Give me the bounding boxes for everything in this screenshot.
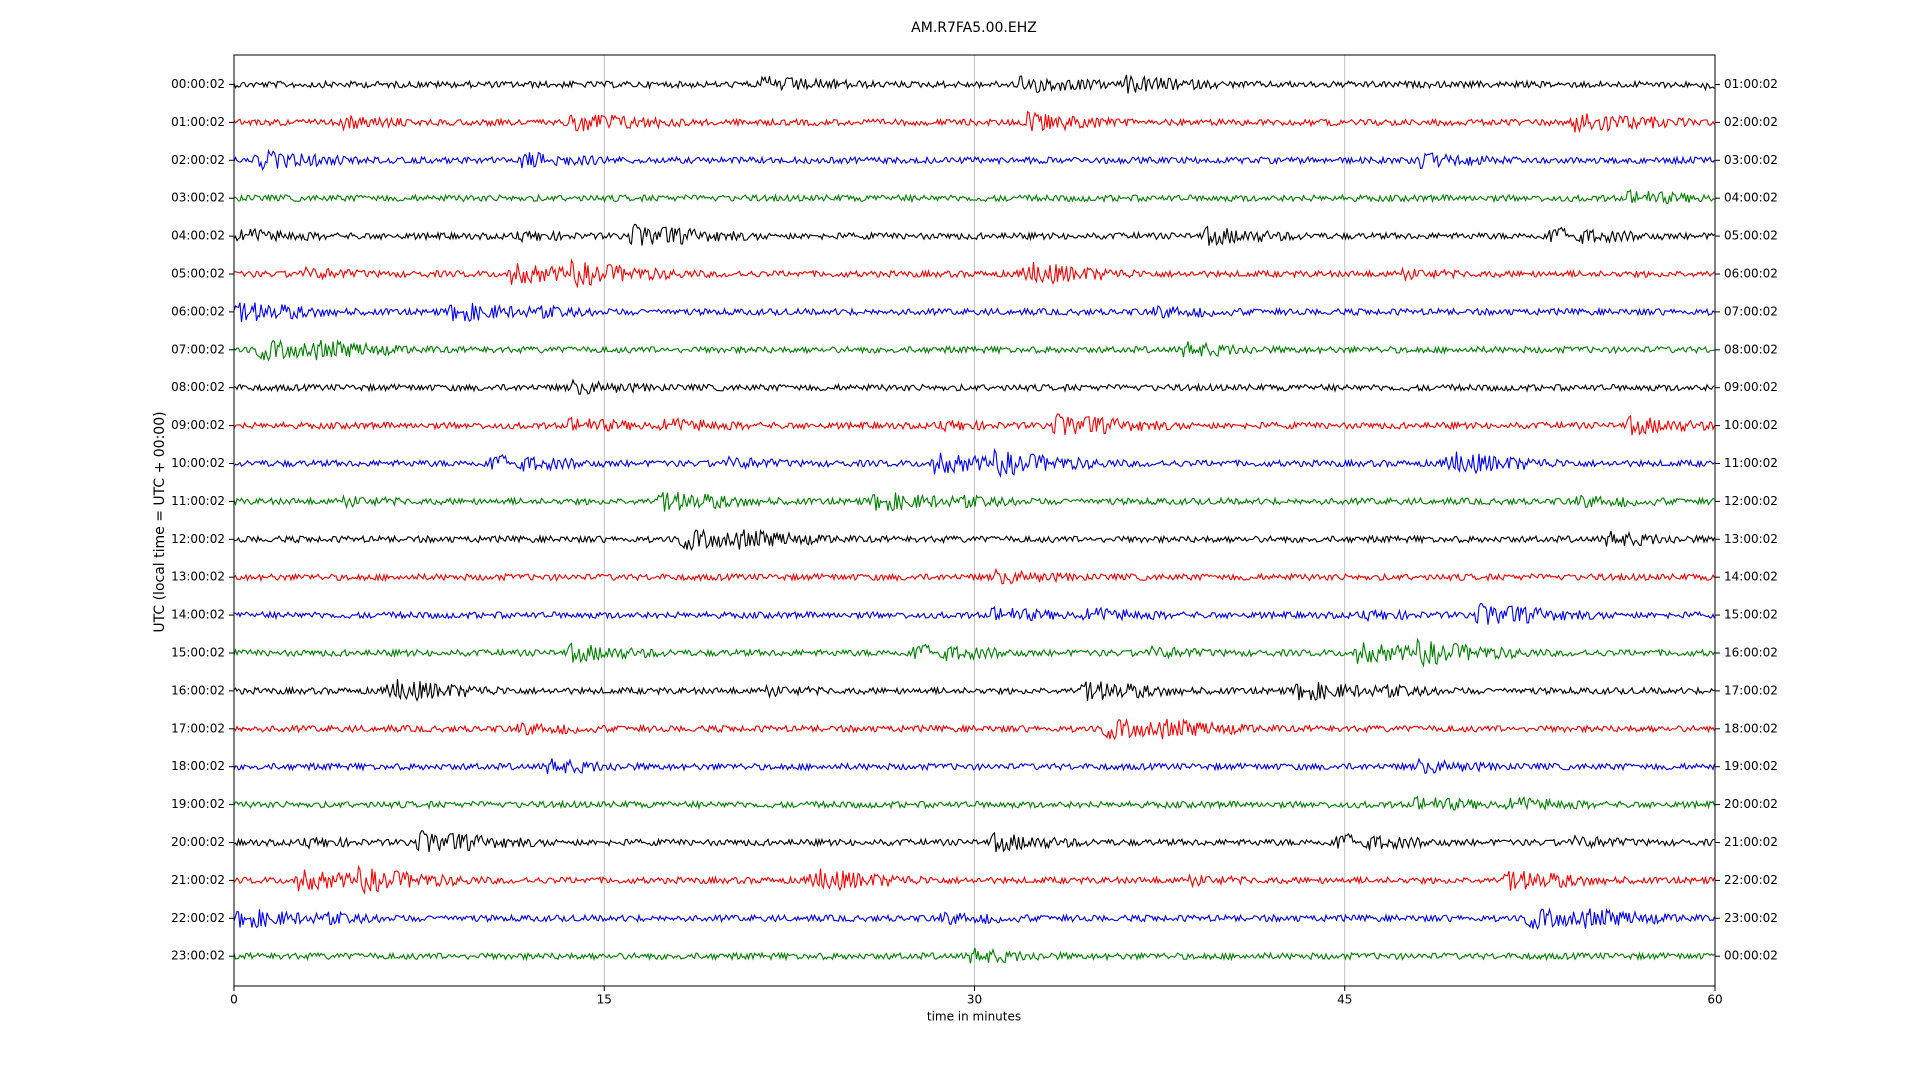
y2-tick-label: 04:00:02 <box>1724 191 1778 205</box>
x-tick-label: 45 <box>1337 993 1352 1007</box>
y2-tick-label: 19:00:02 <box>1724 759 1778 773</box>
trace <box>233 302 1715 323</box>
y2-tick-label: 06:00:02 <box>1724 267 1778 281</box>
y2-tick-label: 21:00:02 <box>1724 835 1778 849</box>
y-tick-label: 12:00:02 <box>171 532 225 546</box>
trace <box>233 188 1715 205</box>
y-tick-label: 18:00:02 <box>171 759 225 773</box>
y2-tick-label: 16:00:02 <box>1724 646 1778 660</box>
y-tick-label: 09:00:02 <box>171 418 225 432</box>
y-tick-label: 07:00:02 <box>171 342 225 356</box>
x-axis-label: time in minutes <box>927 1010 1021 1024</box>
trace <box>233 111 1715 134</box>
trace <box>233 74 1715 94</box>
y-tick-label: 02:00:02 <box>171 153 225 167</box>
y-tick-label: 14:00:02 <box>171 608 225 622</box>
y2-tick-label: 01:00:02 <box>1724 77 1778 91</box>
trace <box>233 678 1715 702</box>
y2-tick-label: 05:00:02 <box>1724 229 1778 243</box>
trace <box>233 947 1715 964</box>
y-tick-label: 06:00:02 <box>171 304 225 318</box>
trace <box>233 757 1716 775</box>
x-tick-label: 60 <box>1707 993 1722 1007</box>
trace <box>233 223 1715 247</box>
trace <box>233 413 1716 436</box>
y2-tick-label: 18:00:02 <box>1724 721 1778 735</box>
labels: 0 15 30 45 60 00:00:02 01:00:02 01:00:02 02:00:0… <box>171 77 1778 1007</box>
trace <box>233 338 1715 362</box>
y-tick-label: 17:00:02 <box>171 721 225 735</box>
trace <box>233 378 1715 395</box>
y-tick-label: 00:00:02 <box>171 77 225 91</box>
y-tick-label: 15:00:02 <box>171 646 225 660</box>
y2-tick-label: 08:00:02 <box>1724 342 1778 356</box>
y-tick-label: 11:00:02 <box>171 494 225 508</box>
y-tick-label: 01:00:02 <box>171 115 225 129</box>
y-tick-label: 04:00:02 <box>171 229 225 243</box>
y2-tick-label: 13:00:02 <box>1724 532 1778 546</box>
trace <box>233 528 1715 552</box>
y2-tick-label: 17:00:02 <box>1724 683 1778 697</box>
y-tick-label: 16:00:02 <box>171 683 225 697</box>
x-tick-label: 30 <box>967 993 982 1007</box>
x-tick-label: 0 <box>230 993 238 1007</box>
x-tick-label: 15 <box>597 993 612 1007</box>
y-tick-label: 22:00:02 <box>171 911 225 925</box>
trace <box>234 258 1715 289</box>
y2-tick-label: 03:00:02 <box>1724 153 1778 167</box>
y-tick-label: 20:00:02 <box>171 835 225 849</box>
y2-tick-label: 20:00:02 <box>1724 797 1778 811</box>
y2-tick-label: 02:00:02 <box>1724 115 1778 129</box>
y2-tick-label: 15:00:02 <box>1724 608 1778 622</box>
trace <box>233 795 1716 811</box>
traces <box>233 74 1716 964</box>
y2-tick-label: 10:00:02 <box>1724 418 1778 432</box>
trace <box>233 492 1715 512</box>
y2-tick-label: 09:00:02 <box>1724 380 1778 394</box>
y-tick-label: 21:00:02 <box>171 873 225 887</box>
y2-tick-label: 23:00:02 <box>1724 911 1778 925</box>
y-tick-label: 23:00:02 <box>171 949 225 963</box>
trace <box>233 602 1716 625</box>
y2-tick-label: 12:00:02 <box>1724 494 1778 508</box>
y2-tick-label: 11:00:02 <box>1724 456 1778 470</box>
trace <box>233 864 1716 895</box>
trace <box>233 447 1715 479</box>
y2-tick-label: 00:00:02 <box>1724 949 1778 963</box>
y2-tick-label: 07:00:02 <box>1724 304 1778 318</box>
y2-tick-label: 22:00:02 <box>1724 873 1778 887</box>
y-axis-label: UTC (local time = UTC + 00:00) <box>152 411 168 632</box>
chart-title: AM.R7FA5.00.EHZ <box>911 20 1037 36</box>
y-tick-label: 13:00:02 <box>171 570 225 584</box>
trace <box>233 907 1716 931</box>
y-tick-label: 08:00:02 <box>171 380 225 394</box>
y2-tick-label: 14:00:02 <box>1724 570 1778 584</box>
y-tick-label: 03:00:02 <box>171 191 225 205</box>
trace <box>233 637 1715 668</box>
trace <box>233 148 1715 172</box>
y-tick-label: 05:00:02 <box>171 267 225 281</box>
trace <box>233 830 1715 853</box>
trace <box>233 567 1715 585</box>
trace <box>233 717 1716 741</box>
y-tick-label: 19:00:02 <box>171 797 225 811</box>
y-tick-label: 10:00:02 <box>171 456 225 470</box>
